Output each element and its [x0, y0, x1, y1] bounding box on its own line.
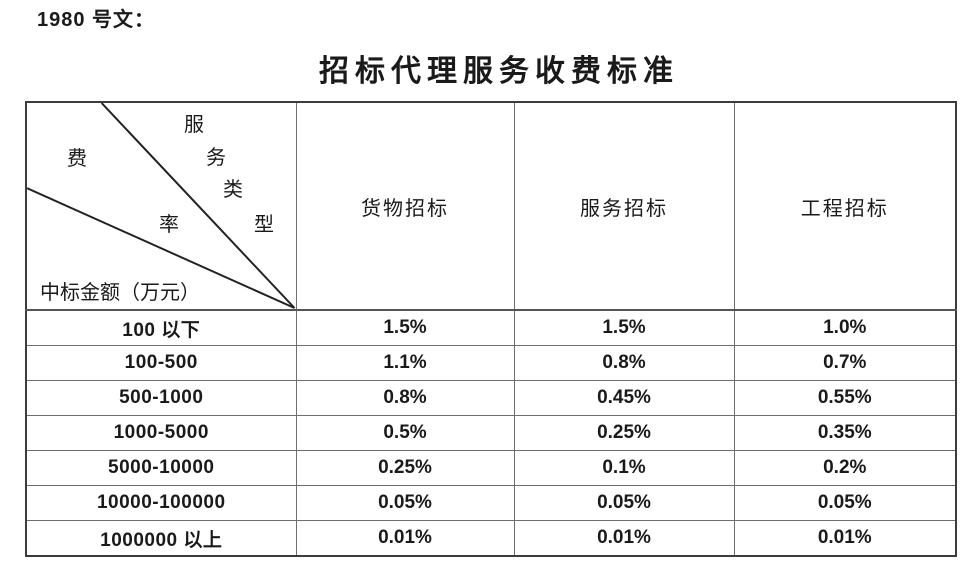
- rate-char-1: 费: [67, 148, 87, 170]
- fee-table: 服 务 类 型 费 率 中标金额（万元） 货物招标 服务招标 工程招标 100 …: [25, 101, 957, 557]
- fee-value: 0.2%: [733, 450, 957, 486]
- row-label: 10000-100000: [25, 485, 297, 521]
- diagonal-line-lower: [27, 187, 295, 308]
- col-header-service: 服务招标: [513, 101, 735, 311]
- page-title: 招标代理服务收费标准: [319, 55, 679, 88]
- row-label: 500-1000: [25, 380, 297, 416]
- fee-value: 1.5%: [295, 309, 515, 346]
- service-type-char-1: 服: [184, 114, 204, 136]
- rate-char-2: 率: [159, 214, 179, 236]
- amount-label: 中标金额（万元）: [40, 282, 200, 304]
- fee-value: 1.5%: [513, 309, 735, 346]
- row-label: 5000-10000: [25, 450, 297, 486]
- diagonal-lines: [27, 103, 295, 308]
- fee-value: 0.5%: [295, 415, 515, 451]
- fee-value: 0.25%: [295, 450, 515, 486]
- corner-cell: 服 务 类 型 费 率 中标金额（万元）: [25, 101, 297, 311]
- fee-value: 1.0%: [733, 309, 957, 346]
- fee-value: 0.05%: [295, 485, 515, 521]
- fee-value: 0.1%: [513, 450, 735, 486]
- fee-value: 0.01%: [513, 520, 735, 557]
- row-label: 1000-5000: [25, 415, 297, 451]
- table-row: 1000000 以上 0.01% 0.01% 0.01%: [25, 520, 957, 557]
- fee-value: 0.35%: [733, 415, 957, 451]
- diagonal-line-upper: [100, 103, 295, 308]
- fee-value: 0.01%: [295, 520, 515, 557]
- table-row: 100-500 1.1% 0.8% 0.7%: [25, 345, 957, 381]
- service-type-char-4: 型: [254, 214, 274, 236]
- col-header-engineering: 工程招标: [733, 101, 957, 311]
- fee-value: 0.55%: [733, 380, 957, 416]
- fee-value: 1.1%: [295, 345, 515, 381]
- fee-value: 0.05%: [513, 485, 735, 521]
- table-row: 5000-10000 0.25% 0.1% 0.2%: [25, 450, 957, 486]
- fee-value: 0.8%: [295, 380, 515, 416]
- fee-value: 0.25%: [513, 415, 735, 451]
- service-type-char-3: 类: [223, 179, 243, 201]
- fee-value: 0.8%: [513, 345, 735, 381]
- table-row: 10000-100000 0.05% 0.05% 0.05%: [25, 485, 957, 521]
- fee-value: 0.01%: [733, 520, 957, 557]
- row-label: 100-500: [25, 345, 297, 381]
- col-header-goods: 货物招标: [295, 101, 515, 311]
- fee-value: 0.7%: [733, 345, 957, 381]
- doc-ref: 1980 号文：: [37, 9, 156, 31]
- table-row: 100 以下 1.5% 1.5% 1.0%: [25, 309, 957, 346]
- fee-value: 0.05%: [733, 485, 957, 521]
- row-label: 100 以下: [25, 309, 297, 346]
- header-row: 服 务 类 型 费 率 中标金额（万元） 货物招标 服务招标 工程招标: [25, 101, 957, 311]
- service-type-char-2: 务: [206, 147, 226, 169]
- fee-value: 0.45%: [513, 380, 735, 416]
- table-row: 1000-5000 0.5% 0.25% 0.35%: [25, 415, 957, 451]
- row-label: 1000000 以上: [25, 520, 297, 557]
- table-row: 500-1000 0.8% 0.45% 0.55%: [25, 380, 957, 416]
